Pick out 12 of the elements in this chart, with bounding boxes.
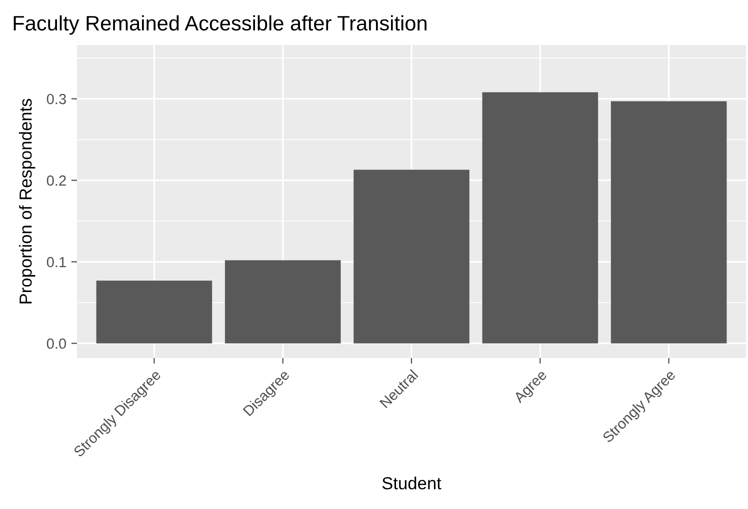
y-tick-label: 0.3 bbox=[46, 94, 66, 104]
bar bbox=[224, 260, 341, 344]
x-axis-title: Student bbox=[382, 476, 442, 490]
y-tick-label: 0.1 bbox=[46, 256, 66, 268]
bar bbox=[610, 101, 727, 344]
bar bbox=[482, 92, 598, 344]
bar bbox=[354, 170, 470, 344]
y-tick-label: 0.0 bbox=[46, 338, 66, 349]
y-tick-label: 0.2 bbox=[46, 175, 66, 186]
chart-title: Faculty Remained Accessible after Transition bbox=[14, 15, 426, 35]
bar bbox=[96, 280, 212, 344]
y-axis-title: Proportion of Respondents bbox=[19, 98, 36, 304]
